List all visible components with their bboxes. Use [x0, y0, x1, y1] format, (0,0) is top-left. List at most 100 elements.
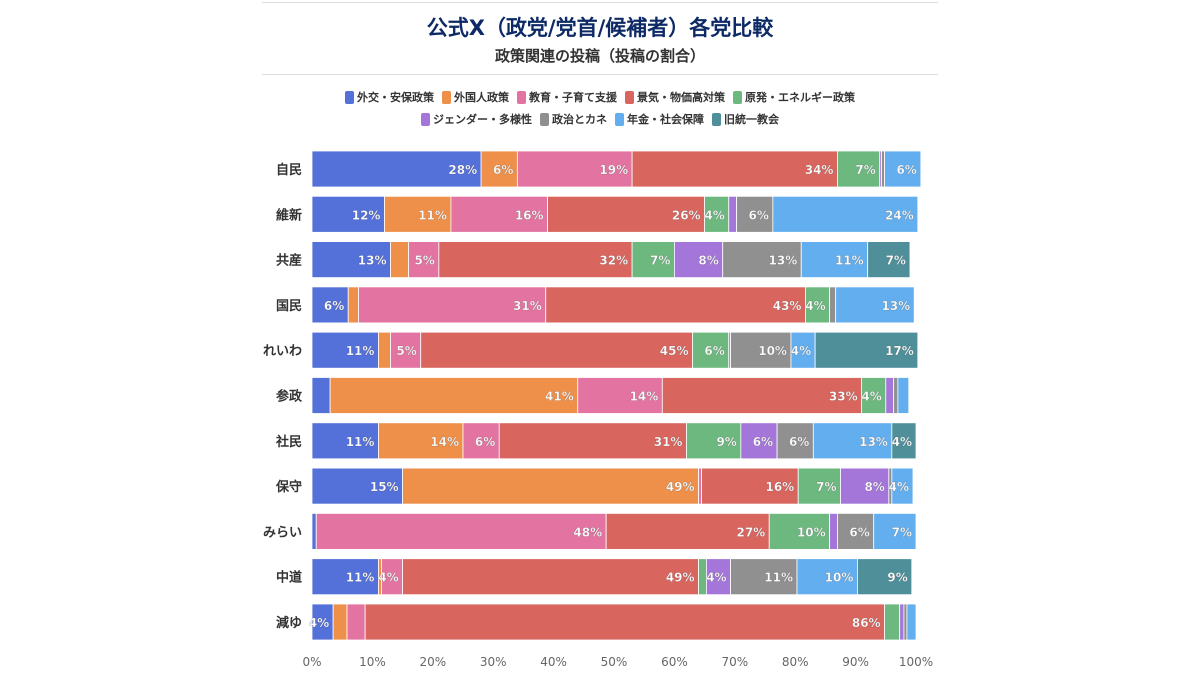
x-tick-label: 70%: [721, 655, 748, 669]
bar-segment[interactable]: [829, 286, 837, 324]
bar-segment[interactable]: [881, 150, 885, 188]
bar-segment[interactable]: [730, 331, 792, 369]
bar-segment[interactable]: [315, 513, 607, 550]
bar-segment[interactable]: [706, 558, 731, 596]
bar-segment[interactable]: [661, 377, 863, 414]
bar-segment[interactable]: [378, 422, 464, 460]
bar-segment[interactable]: [332, 603, 348, 641]
bar-segment[interactable]: [311, 331, 379, 369]
bar-segment[interactable]: [867, 241, 911, 279]
bar-segment[interactable]: [311, 558, 379, 596]
bar-segment[interactable]: [311, 513, 317, 550]
bar-segment[interactable]: [311, 241, 391, 279]
data-label: 14%: [630, 390, 659, 404]
bar-segment[interactable]: [884, 603, 901, 641]
bar-segment[interactable]: [402, 467, 699, 505]
bar-segment[interactable]: [516, 150, 633, 188]
bar-segment[interactable]: [885, 377, 895, 414]
bar-segment[interactable]: [692, 331, 730, 369]
bar-segment[interactable]: [728, 195, 738, 233]
data-label: 7%: [892, 525, 912, 539]
bar-segment[interactable]: [790, 331, 816, 369]
bar-segment[interactable]: [358, 286, 547, 324]
data-label: 45%: [660, 344, 689, 358]
bar-segment[interactable]: [420, 331, 693, 369]
data-label: 6%: [789, 435, 809, 449]
bar-segment[interactable]: [390, 241, 410, 279]
data-label: 31%: [513, 299, 542, 313]
bar-segment[interactable]: [722, 241, 802, 279]
bar-segment[interactable]: [498, 422, 687, 460]
legend-item[interactable]: 景気・物価高対策: [625, 89, 725, 105]
bar-segment[interactable]: [547, 195, 705, 233]
bar-segment[interactable]: [329, 377, 579, 414]
bar-segment[interactable]: [347, 286, 359, 324]
bar-segment[interactable]: [698, 467, 702, 505]
bar-segment[interactable]: [311, 150, 482, 188]
bar-segment[interactable]: [829, 513, 838, 550]
bar-segment[interactable]: [837, 513, 875, 550]
bar-segment[interactable]: [772, 195, 919, 233]
bar-segment[interactable]: [814, 331, 919, 369]
bar-segment[interactable]: [311, 467, 403, 505]
bar-segment[interactable]: [873, 513, 917, 550]
bar-segment[interactable]: [378, 331, 391, 369]
bar-segment[interactable]: [897, 377, 910, 414]
legend-swatch: [540, 112, 549, 126]
bar-segment[interactable]: [903, 603, 908, 641]
legend-item[interactable]: 外交・安保政策: [345, 89, 434, 105]
bar-segment[interactable]: [796, 558, 858, 596]
bar-segment[interactable]: [384, 195, 452, 233]
bar-segment[interactable]: [631, 241, 675, 279]
bar-segment[interactable]: [812, 422, 893, 460]
legend-item[interactable]: 原発・エネルギー政策: [733, 89, 855, 105]
bar-segment[interactable]: [884, 150, 922, 188]
bar-segment[interactable]: [805, 286, 831, 324]
bar-segment[interactable]: [701, 467, 799, 505]
bar-segment[interactable]: [730, 558, 798, 596]
bar-segment[interactable]: [545, 286, 806, 324]
bar-segment[interactable]: [408, 241, 440, 279]
legend-item[interactable]: ジェンダー・多様性: [421, 111, 532, 127]
data-label: 41%: [545, 390, 574, 404]
bar-segment[interactable]: [704, 195, 730, 233]
bar-segment[interactable]: [837, 150, 881, 188]
bar-segment[interactable]: [736, 195, 774, 233]
bar-segment[interactable]: [835, 286, 915, 324]
chart-legend: 外交・安保政策 外国人政策 教育・子育て支援 景気・物価高対策 原発・エネルギー政策ジェ…: [262, 89, 938, 127]
bar-segment[interactable]: [364, 603, 885, 641]
legend-item[interactable]: 教育・子育て支援: [517, 89, 617, 105]
legend-item[interactable]: 年金・社会保障: [615, 111, 704, 127]
bar-segment[interactable]: [768, 513, 831, 550]
bar-segment[interactable]: [840, 467, 890, 505]
bar-segment[interactable]: [480, 150, 518, 188]
bar-segment[interactable]: [797, 467, 841, 505]
legend-item[interactable]: 旧統一教会: [712, 111, 779, 127]
bar-segment[interactable]: [899, 603, 905, 641]
bar-segment[interactable]: [893, 377, 899, 414]
bar-segment[interactable]: [740, 422, 778, 460]
bar-segment[interactable]: [311, 195, 385, 233]
legend-item[interactable]: 政治とカネ: [540, 111, 607, 127]
data-label: 11%: [764, 571, 793, 585]
bar-segment[interactable]: [891, 422, 917, 460]
bar-segment[interactable]: [346, 603, 366, 641]
bar-segment[interactable]: [462, 422, 500, 460]
bar-segment[interactable]: [390, 331, 422, 369]
bar-segment[interactable]: [631, 150, 838, 188]
bar-segment[interactable]: [450, 195, 548, 233]
data-label: 11%: [346, 344, 375, 358]
data-label: 11%: [346, 571, 375, 585]
bar-segment[interactable]: [605, 513, 770, 550]
category-label: 減ゆ: [276, 615, 302, 631]
bar-segment[interactable]: [686, 422, 742, 460]
title-top-rule: [262, 2, 938, 3]
bar-segment[interactable]: [402, 558, 699, 596]
bar-segment[interactable]: [891, 467, 914, 505]
bar-segment[interactable]: [906, 603, 917, 641]
bar-segment[interactable]: [857, 558, 913, 596]
legend-item[interactable]: 外国人政策: [442, 89, 509, 105]
data-label: 10%: [825, 571, 854, 585]
bar-segment[interactable]: [311, 377, 331, 414]
bar-segment[interactable]: [674, 241, 724, 279]
